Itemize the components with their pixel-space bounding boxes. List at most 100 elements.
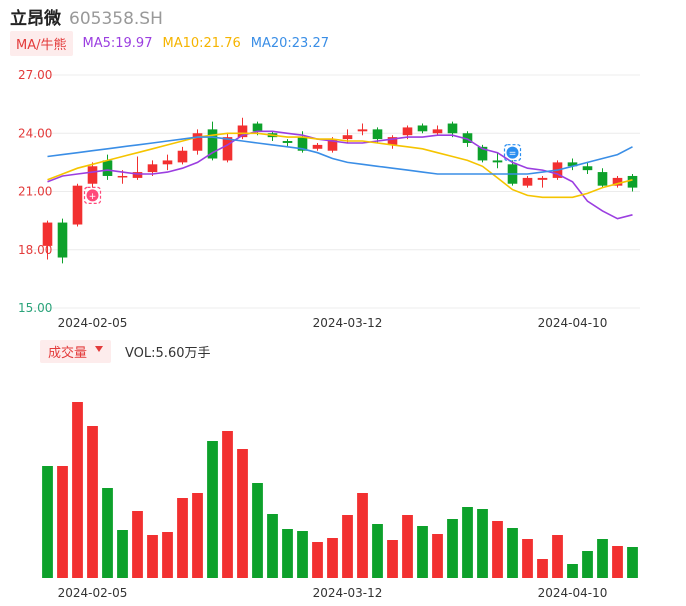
candle-body (582, 166, 593, 171)
bear-marker-icon-frame (503, 144, 522, 162)
candle-body (132, 172, 143, 178)
candle-body (72, 185, 83, 225)
volume-date-label: 2024-03-12 (313, 586, 383, 600)
price-date-label: 2024-04-10 (538, 316, 608, 330)
volume-value: VOL:5.60万手 (125, 345, 211, 361)
volume-bar (462, 507, 473, 578)
candle-body (342, 135, 353, 140)
candle-body (357, 129, 368, 132)
volume-bar (282, 529, 293, 578)
candle-body (162, 160, 173, 165)
volume-bar (177, 498, 188, 578)
volume-bar (57, 466, 68, 578)
ma-indicator-button[interactable]: MA/牛熊 (10, 30, 73, 56)
candle-body (312, 144, 323, 149)
price-tick-label: 15.00 (18, 301, 52, 315)
candle-body (462, 133, 473, 143)
candle-body (567, 162, 578, 167)
candle-body (327, 139, 338, 151)
price-tick-label: 21.00 (18, 185, 52, 199)
candle-body (222, 137, 233, 161)
volume-bar (132, 511, 143, 578)
candle-body (432, 129, 443, 134)
bear-marker-icon (506, 146, 519, 159)
candle-body (297, 137, 308, 151)
bull-marker-icon-glyph: + (89, 192, 97, 202)
stock-code: 605358.SH (69, 9, 163, 29)
volume-bar (387, 540, 398, 578)
volume-bar (342, 515, 353, 578)
candle-body (387, 137, 398, 145)
bear-marker-icon-glyph: = (509, 149, 517, 159)
candle-body (57, 222, 68, 258)
ma-line-ma10 (47, 132, 633, 199)
volume-bar (567, 564, 578, 578)
ma-legend: MA/牛熊 MA5:19.97 MA10:21.76 MA20:23.27 (10, 30, 329, 56)
volume-bar (237, 449, 248, 578)
volume-bar (252, 483, 263, 578)
volume-bar (147, 535, 158, 578)
volume-bar (612, 546, 623, 578)
candle-body (627, 175, 638, 188)
volume-bar (312, 542, 323, 578)
volume-bar (192, 493, 203, 578)
candle-body (522, 177, 533, 186)
volume-bar (552, 535, 563, 578)
volume-bar (222, 431, 233, 578)
volume-date-label: 2024-02-05 (58, 586, 128, 600)
candle-body (402, 127, 413, 136)
volume-bar (507, 528, 518, 578)
volume-bar (477, 509, 488, 578)
ma20-legend: MA20:23.27 (250, 35, 329, 51)
volume-bar (357, 493, 368, 578)
volume-bar (447, 519, 458, 578)
volume-button-label: 成交量 (48, 345, 88, 361)
candle-body (252, 123, 263, 132)
candle-body (87, 166, 98, 184)
price-date-label: 2024-03-12 (313, 316, 383, 330)
volume-legend: 成交量 VOL:5.60万手 (40, 339, 211, 363)
volume-bar (582, 551, 593, 578)
volume-bar (162, 532, 173, 578)
volume-bar (417, 526, 428, 578)
ma-line-ma20 (47, 136, 633, 175)
candle-body (42, 222, 53, 246)
volume-bar (402, 515, 413, 578)
volume-bar (42, 466, 53, 578)
candle-body (102, 160, 113, 176)
candle-body (207, 129, 218, 159)
price-tick-label: 18.00 (18, 243, 52, 257)
volume-bar (72, 402, 83, 578)
candle-body (177, 150, 188, 163)
volume-indicator-button[interactable]: 成交量 (40, 339, 112, 363)
volume-bar (432, 534, 443, 578)
volume-bar (87, 426, 98, 578)
candle-body (477, 146, 488, 161)
volume-date-label: 2024-04-10 (538, 586, 608, 600)
dropdown-triangle-icon (95, 346, 104, 352)
candle-body (537, 177, 548, 180)
candle-body (372, 129, 383, 140)
candle-body (147, 164, 158, 173)
stock-name: 立昂微 (10, 9, 61, 29)
ma-line-ma5 (47, 130, 633, 220)
volume-bar (537, 559, 548, 578)
candle-body (237, 125, 248, 138)
candle-body (192, 133, 203, 151)
price-date-label: 2024-02-05 (58, 316, 128, 330)
price-tick-label: 27.00 (18, 68, 52, 82)
bull-marker-icon-frame (83, 186, 102, 204)
candle-body (492, 160, 503, 163)
volume-bar (372, 524, 383, 578)
volume-bar (327, 538, 338, 578)
candle-body (597, 172, 608, 186)
volume-bar (297, 531, 308, 578)
candle-body (117, 175, 128, 178)
volume-bar (267, 514, 278, 578)
volume-bar (207, 441, 218, 578)
volume-bar (117, 530, 128, 578)
price-tick-label: 24.00 (18, 126, 52, 140)
candle-body (417, 125, 428, 132)
candle-body (612, 177, 623, 186)
